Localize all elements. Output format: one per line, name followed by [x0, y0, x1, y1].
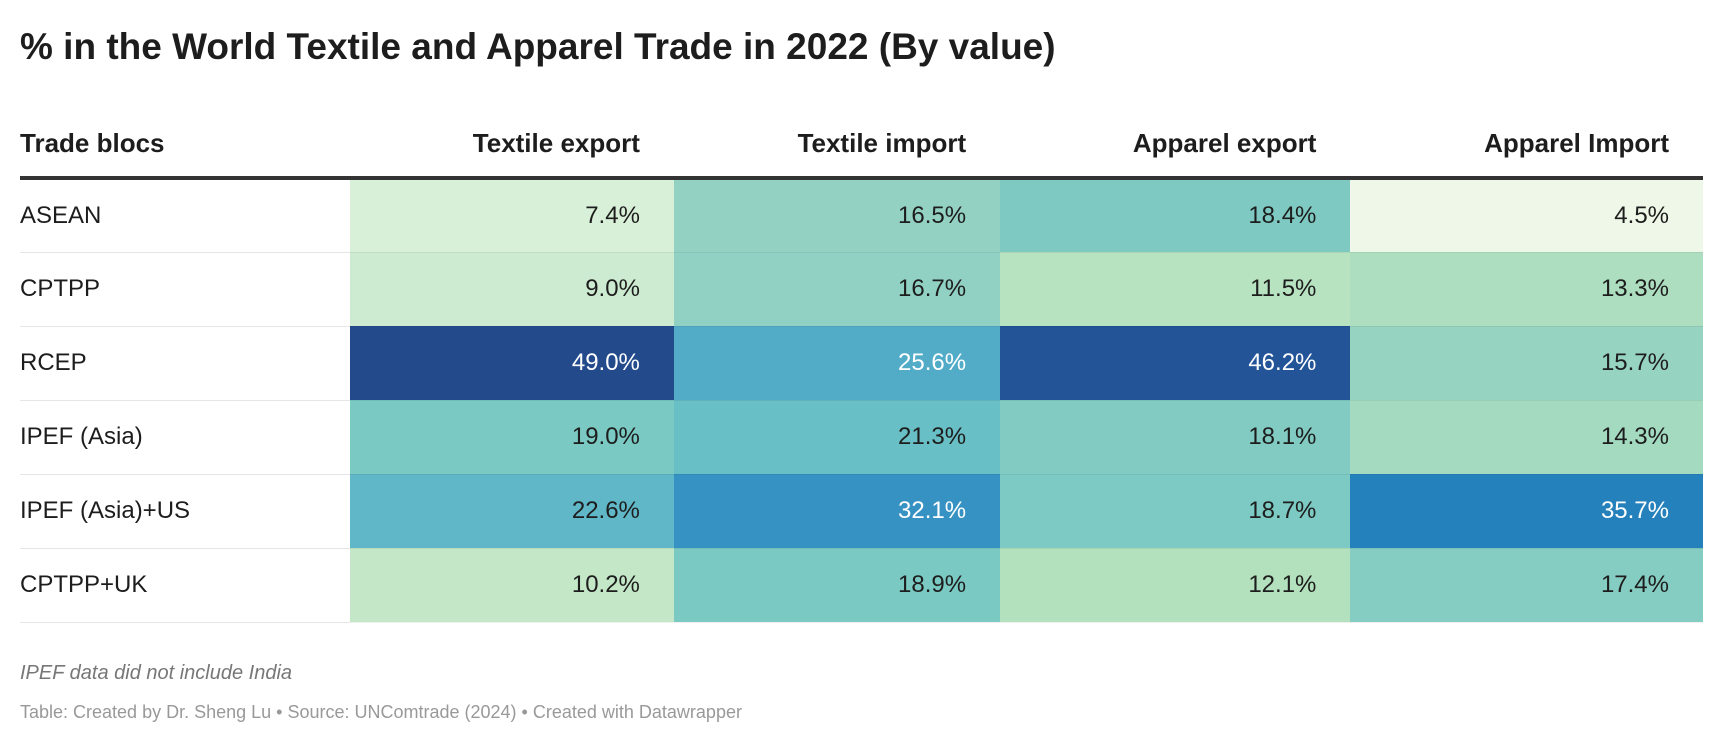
heatmap-cell: 18.4%: [1000, 178, 1351, 253]
heatmap-cell: 49.0%: [350, 326, 674, 401]
heatmap-cell: 21.3%: [673, 400, 1001, 475]
heatmap-cell: 35.7%: [1350, 474, 1703, 549]
heatmap-cell: 10.2%: [350, 548, 674, 623]
heatmap-cell: 14.3%: [1350, 400, 1703, 475]
row-label: RCEP: [20, 326, 350, 401]
row-label: CPTPP: [20, 252, 350, 327]
heatmap-cell: 18.1%: [1000, 400, 1351, 475]
heatmap-cell: 25.6%: [673, 326, 1001, 401]
source-line: Table: Created by Dr. Sheng Lu • Source:…: [20, 702, 742, 722]
table-row: IPEF (Asia)+US 22.6% 32.1% 18.7% 35.7%: [20, 474, 1703, 549]
heatmap-cell: 13.3%: [1350, 252, 1703, 327]
heatmap-cell: 19.0%: [350, 400, 674, 475]
heatmap-cell: 46.2%: [1000, 326, 1351, 401]
heatmap-table: Trade blocs Textile export Textile import A…: [20, 118, 1703, 623]
heatmap-cell: 12.1%: [1000, 548, 1351, 623]
column-header[interactable]: Textile import: [673, 118, 1001, 180]
row-label: ASEAN: [20, 178, 350, 253]
table-row: IPEF (Asia) 19.0% 21.3% 18.1% 14.3%: [20, 400, 1703, 475]
heatmap-cell: 22.6%: [350, 474, 674, 549]
footnote: IPEF data did not include India: [20, 662, 293, 684]
heatmap-cell: 16.7%: [673, 252, 1001, 327]
row-label: CPTPP+UK: [20, 548, 350, 623]
column-header[interactable]: Apparel Import: [1350, 118, 1703, 180]
column-header[interactable]: Trade blocs: [20, 118, 350, 180]
row-label: IPEF (Asia): [20, 400, 350, 475]
chart-title: % in the World Textile and Apparel Trade…: [20, 26, 1056, 67]
table-row: CPTPP 9.0% 16.7% 11.5% 13.3%: [20, 252, 1703, 327]
heatmap-cell: 18.7%: [1000, 474, 1351, 549]
heatmap-cell: 18.9%: [673, 548, 1001, 623]
heatmap-cell: 7.4%: [350, 178, 674, 253]
header-row: Trade blocs Textile export Textile import A…: [20, 118, 1703, 180]
column-header[interactable]: Textile export: [350, 118, 674, 180]
heatmap-cell: 15.7%: [1350, 326, 1703, 401]
table-row: CPTPP+UK 10.2% 18.9% 12.1% 17.4%: [20, 548, 1703, 623]
table-row: RCEP 49.0% 25.6% 46.2% 15.7%: [20, 326, 1703, 401]
heatmap-cell: 9.0%: [350, 252, 674, 327]
column-header[interactable]: Apparel export: [1000, 118, 1351, 180]
row-label: IPEF (Asia)+US: [20, 474, 350, 549]
heatmap-cell: 4.5%: [1350, 178, 1703, 253]
heatmap-cell: 17.4%: [1350, 548, 1703, 623]
table-row: ASEAN 7.4% 16.5% 18.4% 4.5%: [20, 178, 1703, 253]
heatmap-cell: 32.1%: [673, 474, 1001, 549]
heatmap-cell: 16.5%: [673, 178, 1001, 253]
heatmap-cell: 11.5%: [1000, 252, 1351, 327]
